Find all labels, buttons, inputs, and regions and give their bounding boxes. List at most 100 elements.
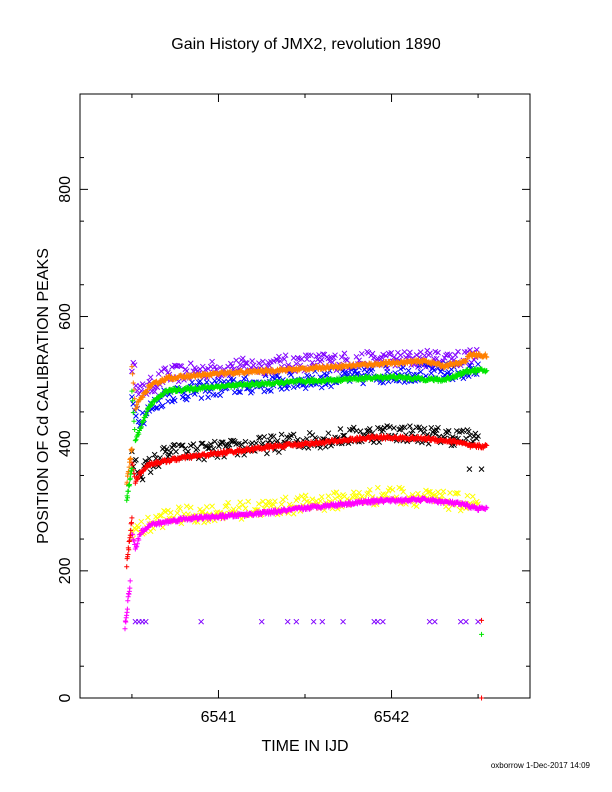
data-point	[260, 358, 266, 365]
data-point	[466, 466, 473, 472]
data-point	[253, 440, 260, 446]
data-point	[170, 442, 177, 449]
data-point	[258, 618, 265, 625]
data-point	[149, 401, 155, 407]
data-point	[130, 401, 137, 407]
data-point	[162, 449, 169, 455]
data-point	[133, 456, 139, 463]
data-point	[215, 377, 222, 383]
data-point	[290, 384, 297, 391]
data-point	[268, 388, 274, 394]
y-tick-label: 400	[57, 430, 74, 457]
data-point	[177, 362, 183, 369]
data-point	[245, 498, 252, 505]
data-point	[136, 431, 142, 437]
data-point	[135, 524, 142, 531]
data-point	[229, 363, 236, 370]
data-point	[318, 356, 325, 363]
data-point	[432, 431, 439, 437]
data-point	[366, 486, 373, 493]
data-point	[479, 695, 485, 701]
data-point	[129, 368, 135, 375]
plot-frame	[79, 93, 531, 699]
data-point	[387, 485, 393, 492]
data-point	[203, 379, 210, 386]
data-point	[302, 385, 309, 392]
data-point	[163, 446, 170, 452]
data-point	[209, 503, 215, 510]
data-point	[341, 350, 348, 357]
data-point	[317, 498, 324, 504]
data-point	[125, 488, 131, 494]
data-point	[167, 449, 174, 456]
data-point	[144, 389, 150, 395]
data-point	[133, 544, 139, 550]
data-point	[205, 394, 211, 401]
data-point	[405, 367, 412, 374]
data-point	[417, 369, 424, 375]
data-point	[278, 501, 285, 508]
data-point	[131, 538, 137, 544]
data-point	[256, 435, 262, 441]
data-point	[447, 351, 453, 358]
data-point	[146, 455, 153, 462]
data-point	[358, 350, 365, 357]
data-point	[387, 424, 393, 430]
data-point	[172, 386, 178, 392]
data-point	[415, 490, 421, 497]
data-point	[318, 384, 325, 391]
data-point	[353, 493, 360, 500]
data-point	[336, 375, 342, 381]
data-point	[217, 364, 223, 371]
data-point	[239, 355, 246, 362]
data-point	[463, 618, 469, 625]
data-point	[475, 433, 481, 439]
data-point	[431, 367, 437, 374]
data-point	[132, 438, 138, 444]
data-point	[230, 506, 237, 513]
data-point	[457, 618, 464, 625]
y-tick-label: 0	[57, 693, 74, 702]
data-point	[338, 354, 345, 361]
data-point	[277, 358, 284, 364]
data-point	[124, 606, 130, 612]
data-point	[264, 450, 270, 457]
data-point	[431, 618, 438, 625]
data-point	[361, 377, 367, 383]
data-point	[332, 495, 338, 502]
data-point	[162, 365, 169, 371]
data-point	[417, 498, 423, 504]
data-point	[405, 353, 412, 359]
data-point	[272, 498, 278, 505]
data-point	[133, 526, 139, 533]
data-point	[133, 413, 139, 419]
data-point	[391, 425, 397, 431]
data-point	[198, 618, 205, 625]
data-point	[427, 350, 433, 357]
data-point	[324, 372, 330, 379]
data-point	[350, 489, 357, 496]
data-point	[319, 618, 326, 625]
data-point	[399, 485, 405, 492]
data-point	[162, 456, 168, 462]
data-point	[143, 411, 149, 417]
data-point	[187, 504, 194, 511]
data-point	[282, 494, 289, 501]
data-point	[401, 424, 408, 431]
data-point	[457, 507, 464, 514]
data-point	[261, 388, 268, 395]
data-point	[435, 424, 441, 431]
data-point	[441, 372, 448, 378]
data-point	[147, 374, 154, 381]
data-point	[203, 504, 210, 510]
data-point	[281, 356, 288, 362]
data-point	[130, 371, 136, 377]
data-point	[241, 363, 248, 370]
data-point	[173, 448, 179, 455]
y-tick-label: 800	[57, 176, 74, 203]
data-point	[124, 479, 130, 485]
data-point	[378, 354, 385, 361]
data-point	[193, 384, 199, 390]
data-point	[127, 532, 133, 538]
data-point	[129, 515, 135, 521]
